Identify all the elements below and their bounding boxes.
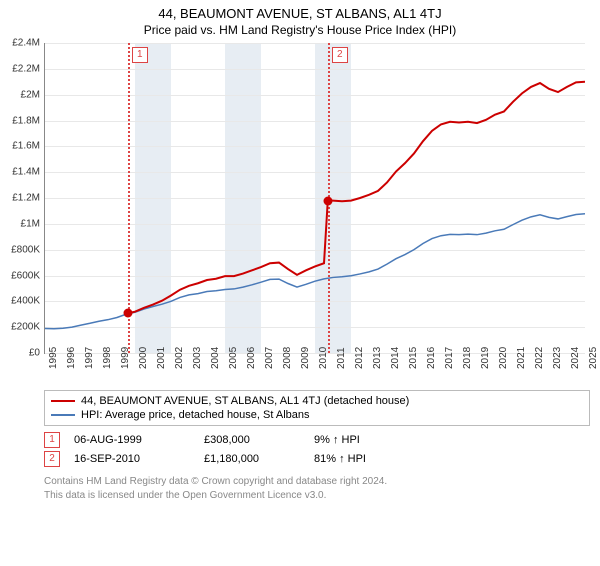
legend-label-red: 44, BEAUMONT AVENUE, ST ALBANS, AL1 4TJ …	[81, 395, 409, 407]
legend-row-blue: HPI: Average price, detached house, St A…	[51, 409, 583, 421]
sale-price: £308,000	[204, 434, 314, 446]
y-tick-label: £1.6M	[12, 141, 40, 152]
chart-area: 1995199619971998199920002001200220032004…	[44, 43, 590, 354]
attribution-footer: Contains HM Land Registry data © Crown c…	[44, 475, 590, 502]
sale-badge: 1	[44, 432, 60, 448]
legend-row-red: 44, BEAUMONT AVENUE, ST ALBANS, AL1 4TJ …	[51, 395, 583, 407]
y-tick-label: £1M	[21, 218, 40, 229]
y-tick-label: £1.8M	[12, 115, 40, 126]
y-tick-label: £200K	[11, 322, 40, 333]
x-tick-label: 2025	[588, 347, 599, 369]
y-tick-label: £1.2M	[12, 193, 40, 204]
y-tick-label: £2.2M	[12, 63, 40, 74]
sale-diff: 9% ↑ HPI	[314, 434, 404, 446]
x-axis: 1995199619971998199920002001200220032004…	[45, 353, 585, 385]
legend-swatch-blue	[51, 414, 75, 417]
y-tick-label: £1.4M	[12, 167, 40, 178]
y-tick-label: £2M	[21, 89, 40, 100]
sale-row: 2 16-SEP-2010£1,180,00081% ↑ HPI	[44, 451, 590, 467]
chart-container: 44, BEAUMONT AVENUE, ST ALBANS, AL1 4TJ …	[0, 6, 600, 566]
footer-line-1: Contains HM Land Registry data © Crown c…	[44, 475, 590, 489]
sale-point	[123, 309, 132, 318]
sale-price: £1,180,000	[204, 453, 314, 465]
footer-line-2: This data is licensed under the Open Gov…	[44, 489, 590, 503]
sale-badge: 2	[44, 451, 60, 467]
y-tick-label: £600K	[11, 270, 40, 281]
sales-table: 1 06-AUG-1999£308,0009% ↑ HPI 2 16-SEP-2010…	[44, 432, 590, 467]
y-tick-label: £2.4M	[12, 38, 40, 49]
sale-row: 1 06-AUG-1999£308,0009% ↑ HPI	[44, 432, 590, 448]
plot-area: 1995199619971998199920002001200220032004…	[44, 43, 585, 354]
legend: 44, BEAUMONT AVENUE, ST ALBANS, AL1 4TJ …	[44, 390, 590, 426]
price-paid-line	[45, 43, 585, 353]
y-tick-label: £400K	[11, 296, 40, 307]
page-title: 44, BEAUMONT AVENUE, ST ALBANS, AL1 4TJ	[0, 6, 600, 21]
sale-diff: 81% ↑ HPI	[314, 453, 404, 465]
legend-swatch-red	[51, 400, 75, 403]
sale-date: 06-AUG-1999	[74, 434, 204, 446]
sale-point	[323, 196, 332, 205]
page-subtitle: Price paid vs. HM Land Registry's House …	[0, 23, 600, 37]
y-tick-label: £0	[29, 348, 40, 359]
sale-date: 16-SEP-2010	[74, 453, 204, 465]
y-axis: £0£200K£400K£600K£800K£1M£1.2M£1.4M£1.6M…	[0, 43, 42, 353]
y-tick-label: £800K	[11, 244, 40, 255]
legend-label-blue: HPI: Average price, detached house, St A…	[81, 409, 310, 421]
